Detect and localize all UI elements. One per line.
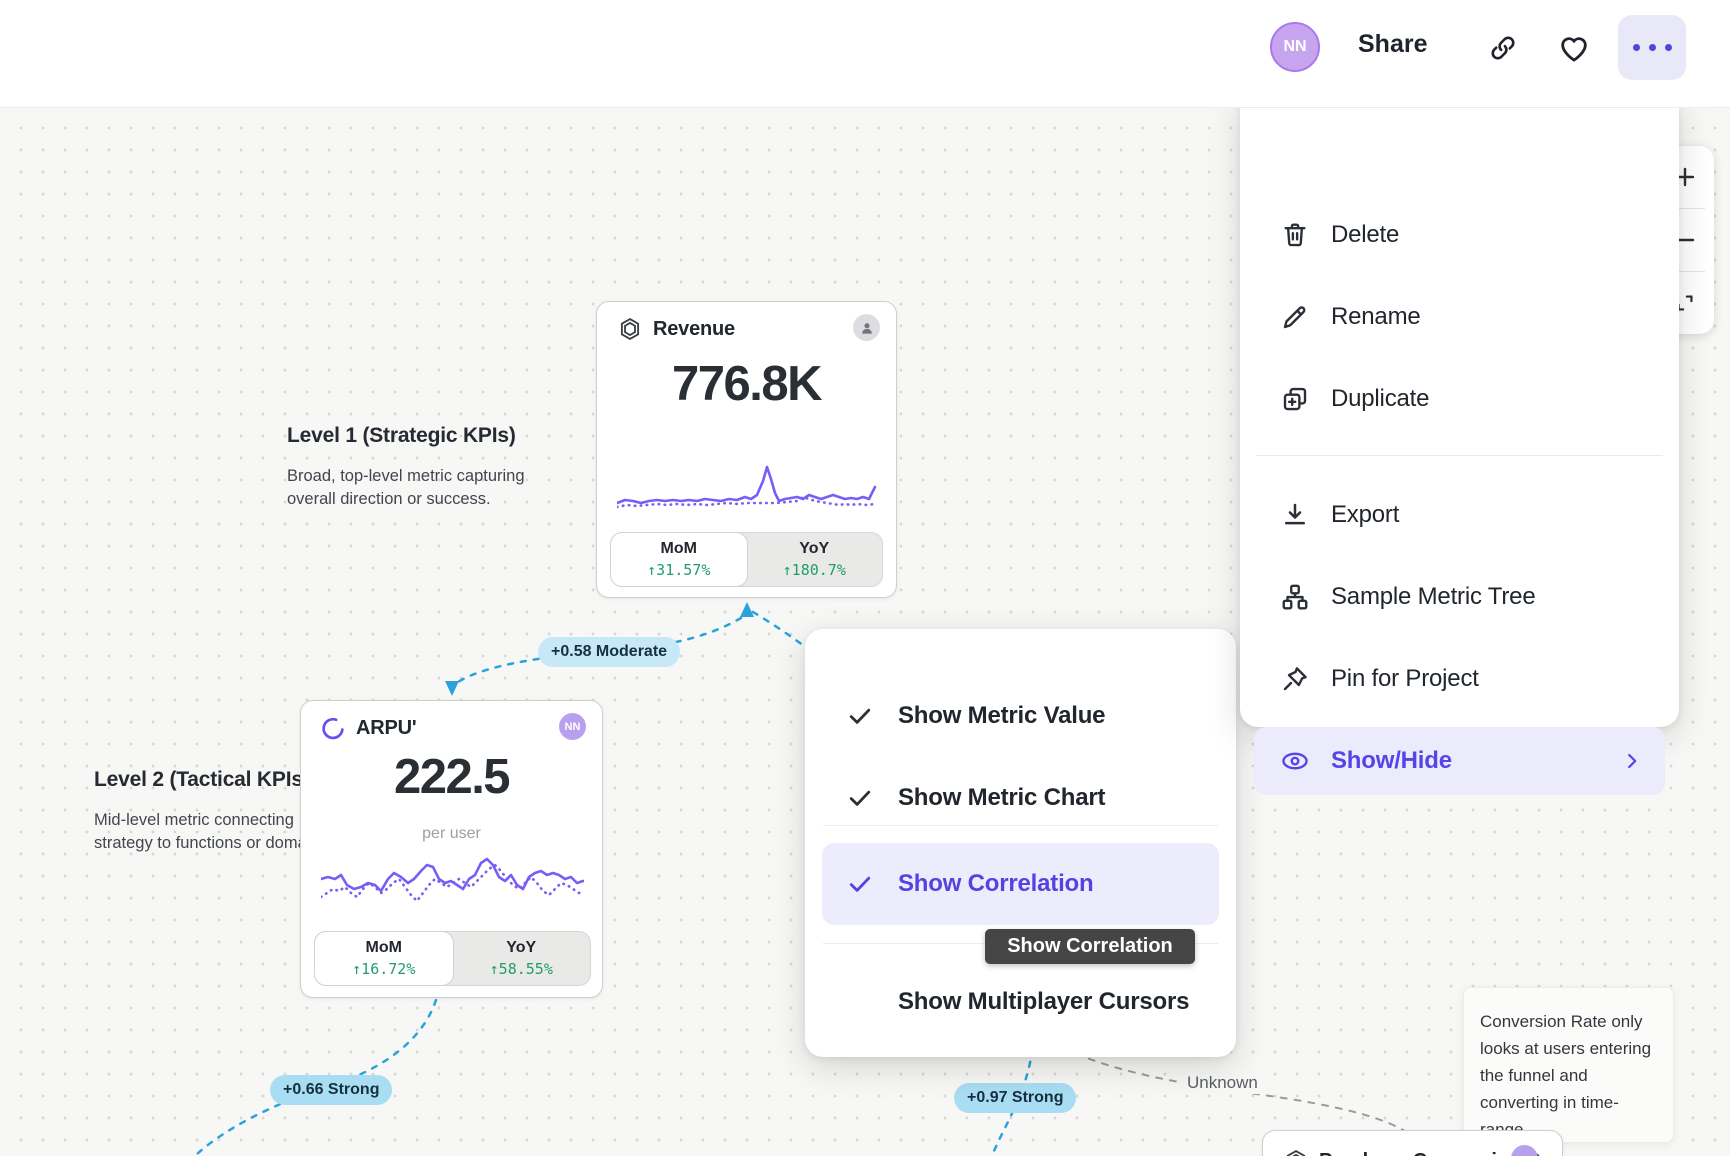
metric-card-arpu[interactable]: ARPU' NN 222.5 per user MoM ↑16.72% YoY … xyxy=(300,700,603,998)
menu-divider xyxy=(1256,455,1663,456)
metric-unit: per user xyxy=(422,825,481,842)
menu-item-rename[interactable]: Rename xyxy=(1254,283,1665,351)
show-correlation-tooltip: Show Correlation xyxy=(985,929,1195,964)
copy-link-button[interactable] xyxy=(1483,28,1523,68)
tree-icon xyxy=(1282,584,1308,610)
note-card[interactable]: Conversion Rate only looks at users ente… xyxy=(1463,987,1674,1143)
level-1-desc-line2: overall direction or success. xyxy=(287,490,491,508)
level-2-desc-line2: strategy to functions or doma xyxy=(94,834,307,852)
eye-icon xyxy=(1282,752,1308,770)
correlation-badge-moderate[interactable]: +0.58 Moderate xyxy=(538,637,681,667)
duplicate-icon xyxy=(1283,387,1307,411)
card-title: Purchase Conversion R xyxy=(1319,1150,1541,1156)
correlation-badge-strong-2[interactable]: +0.97 Strong xyxy=(954,1083,1077,1113)
period-toggle: MoM ↑16.72% YoY ↑58.55% xyxy=(314,931,591,986)
level-1-desc-line1: Broad, top-level metric capturing xyxy=(287,467,525,485)
zoom-in-button[interactable] xyxy=(1656,146,1714,208)
submenu-item-show-multiplayer-cursors[interactable]: Show Multiplayer Cursors xyxy=(898,988,1190,1015)
arpu-sparkline xyxy=(321,857,584,903)
minus-icon xyxy=(1675,238,1695,242)
plus-icon xyxy=(1675,167,1695,187)
pin-icon xyxy=(1283,667,1307,691)
nn-avatar-small[interactable]: NN xyxy=(559,713,586,740)
level-2-desc-line1: Mid-level metric connecting xyxy=(94,811,294,829)
yoy-tab[interactable]: YoY ↑180.7% xyxy=(747,533,883,586)
level-2-annotation: Level 2 (Tactical KPIs Mid-level metric … xyxy=(94,768,354,855)
submenu-divider xyxy=(823,825,1218,826)
note-text: Conversion Rate only looks at users ente… xyxy=(1480,1012,1652,1139)
top-bar: NN Share xyxy=(0,0,1730,108)
heart-icon xyxy=(1561,37,1587,62)
correlation-label-unknown: Unknown xyxy=(1182,1072,1263,1094)
crescent-metric-icon xyxy=(321,716,346,741)
menu-item-delete[interactable]: Delete xyxy=(1254,201,1665,269)
download-icon xyxy=(1285,503,1305,525)
hexagon-metric-icon xyxy=(1283,1148,1309,1156)
yoy-value: ↑58.55% xyxy=(489,960,553,978)
yoy-label: YoY xyxy=(799,540,830,557)
menu-item-pin-for-project[interactable]: Pin for Project xyxy=(1254,645,1665,713)
level-1-annotation: Level 1 (Strategic KPIs) Broad, top-leve… xyxy=(287,424,567,511)
mom-tab[interactable]: MoM ↑16.72% xyxy=(314,931,454,986)
yoy-tab[interactable]: YoY ↑58.55% xyxy=(453,932,591,985)
metric-value: 776.8K xyxy=(671,357,823,411)
mom-tab[interactable]: MoM ↑31.57% xyxy=(610,532,748,587)
menu-item-duplicate[interactable]: Duplicate xyxy=(1254,365,1665,433)
mom-label: MoM xyxy=(660,540,697,557)
options-menu: Delete Rename Duplicate Export xyxy=(1240,90,1679,795)
share-button[interactable]: Share xyxy=(1358,30,1428,58)
check-icon xyxy=(849,790,871,806)
nn-avatar[interactable]: NN xyxy=(1270,22,1320,72)
level-1-title: Level 1 (Strategic KPIs) xyxy=(287,424,516,447)
zoom-out-button[interactable] xyxy=(1656,209,1714,271)
check-icon xyxy=(849,876,871,892)
metric-card-revenue[interactable]: Revenue 776.8K MoM ↑31.57% YoY ↑180.7% xyxy=(596,301,897,598)
submenu-item-show-metric-chart[interactable]: Show Metric Chart xyxy=(822,757,1219,839)
yoy-label: YoY xyxy=(506,939,537,956)
chevron-right-icon xyxy=(1621,750,1643,772)
more-dots-icon xyxy=(1632,44,1640,51)
metric-card-purchase-conversion[interactable]: Purchase Conversion R xyxy=(1262,1130,1563,1156)
more-options-button[interactable] xyxy=(1618,15,1686,80)
mom-value: ↑16.72% xyxy=(352,960,416,978)
period-toggle: MoM ↑31.57% YoY ↑180.7% xyxy=(610,532,883,587)
revenue-sparkline xyxy=(617,465,877,509)
person-avatar[interactable] xyxy=(853,314,880,341)
hexagon-metric-icon xyxy=(617,316,643,342)
submenu-item-show-metric-value[interactable]: Show Metric Value xyxy=(822,675,1219,757)
submenu-item-show-correlation[interactable]: Show Correlation xyxy=(822,843,1219,925)
menu-item-export[interactable]: Export xyxy=(1254,481,1665,549)
level-2-title: Level 2 (Tactical KPIs xyxy=(94,768,303,791)
correlation-badge-strong-1[interactable]: +0.66 Strong xyxy=(270,1075,393,1105)
nn-avatar-small[interactable] xyxy=(1511,1145,1538,1156)
pencil-icon xyxy=(1283,306,1306,329)
metric-value: 222.5 xyxy=(393,750,511,804)
card-title: Revenue xyxy=(653,317,735,340)
mom-label: MoM xyxy=(365,939,402,956)
mom-value: ↑31.57% xyxy=(647,561,711,579)
check-icon xyxy=(849,708,871,724)
trash-icon xyxy=(1284,223,1306,247)
yoy-value: ↑180.7% xyxy=(782,561,846,579)
favorite-button[interactable] xyxy=(1554,28,1594,68)
menu-item-show-hide[interactable]: Show/Hide xyxy=(1254,727,1665,795)
card-title: ARPU' xyxy=(356,716,417,739)
menu-item-sample-metric-tree[interactable]: Sample Metric Tree xyxy=(1254,563,1665,631)
link-icon xyxy=(1491,36,1515,60)
show-hide-submenu: Show Metric Value Show Metric Chart Show… xyxy=(805,629,1236,1057)
